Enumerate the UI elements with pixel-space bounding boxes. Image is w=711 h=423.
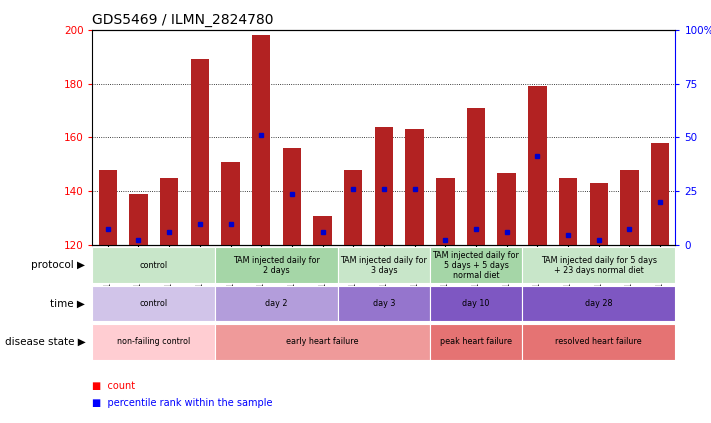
Text: disease state ▶: disease state ▶ bbox=[4, 337, 85, 346]
Bar bbox=[405, 129, 424, 245]
Text: peak heart failure: peak heart failure bbox=[440, 337, 512, 346]
Text: resolved heart failure: resolved heart failure bbox=[555, 337, 642, 346]
Bar bbox=[559, 178, 577, 245]
Text: time ▶: time ▶ bbox=[50, 299, 85, 308]
Bar bbox=[522, 286, 675, 321]
Bar bbox=[215, 324, 430, 360]
Text: control: control bbox=[140, 299, 168, 308]
Text: TAM injected daily for 5 days
+ 23 days normal diet: TAM injected daily for 5 days + 23 days … bbox=[541, 256, 657, 275]
Bar bbox=[221, 162, 240, 245]
Text: day 28: day 28 bbox=[585, 299, 612, 308]
Text: non-failing control: non-failing control bbox=[117, 337, 191, 346]
Bar bbox=[522, 324, 675, 360]
Bar bbox=[620, 170, 638, 245]
Text: day 3: day 3 bbox=[373, 299, 395, 308]
Bar bbox=[375, 126, 393, 245]
Bar bbox=[99, 170, 117, 245]
Bar bbox=[522, 247, 675, 283]
Text: GDS5469 / ILMN_2824780: GDS5469 / ILMN_2824780 bbox=[92, 13, 274, 27]
Bar bbox=[314, 216, 332, 245]
Text: TAM injected daily for
3 days: TAM injected daily for 3 days bbox=[341, 256, 427, 275]
Bar bbox=[528, 86, 547, 245]
Bar bbox=[129, 194, 148, 245]
Text: TAM injected daily for
2 days: TAM injected daily for 2 days bbox=[233, 256, 320, 275]
Bar bbox=[589, 183, 608, 245]
Bar bbox=[160, 178, 178, 245]
Text: protocol ▶: protocol ▶ bbox=[31, 261, 85, 270]
Bar bbox=[215, 286, 338, 321]
Bar bbox=[430, 247, 522, 283]
Bar bbox=[430, 324, 522, 360]
Bar bbox=[467, 108, 485, 245]
Bar bbox=[92, 247, 215, 283]
Bar bbox=[498, 173, 516, 245]
Bar bbox=[92, 324, 215, 360]
Bar bbox=[92, 286, 215, 321]
Bar bbox=[252, 35, 270, 245]
Text: TAM injected daily for
5 days + 5 days
normal diet: TAM injected daily for 5 days + 5 days n… bbox=[432, 250, 520, 280]
Text: control: control bbox=[140, 261, 168, 270]
Text: early heart failure: early heart failure bbox=[287, 337, 359, 346]
Text: day 10: day 10 bbox=[462, 299, 490, 308]
Text: ■  count: ■ count bbox=[92, 381, 136, 391]
Bar bbox=[283, 148, 301, 245]
Bar bbox=[436, 178, 454, 245]
Bar bbox=[430, 286, 522, 321]
Bar bbox=[338, 247, 430, 283]
Text: day 2: day 2 bbox=[265, 299, 288, 308]
Bar bbox=[651, 143, 669, 245]
Bar bbox=[191, 59, 209, 245]
Bar bbox=[338, 286, 430, 321]
Text: ■  percentile rank within the sample: ■ percentile rank within the sample bbox=[92, 398, 273, 408]
Bar bbox=[344, 170, 363, 245]
Bar bbox=[215, 247, 338, 283]
